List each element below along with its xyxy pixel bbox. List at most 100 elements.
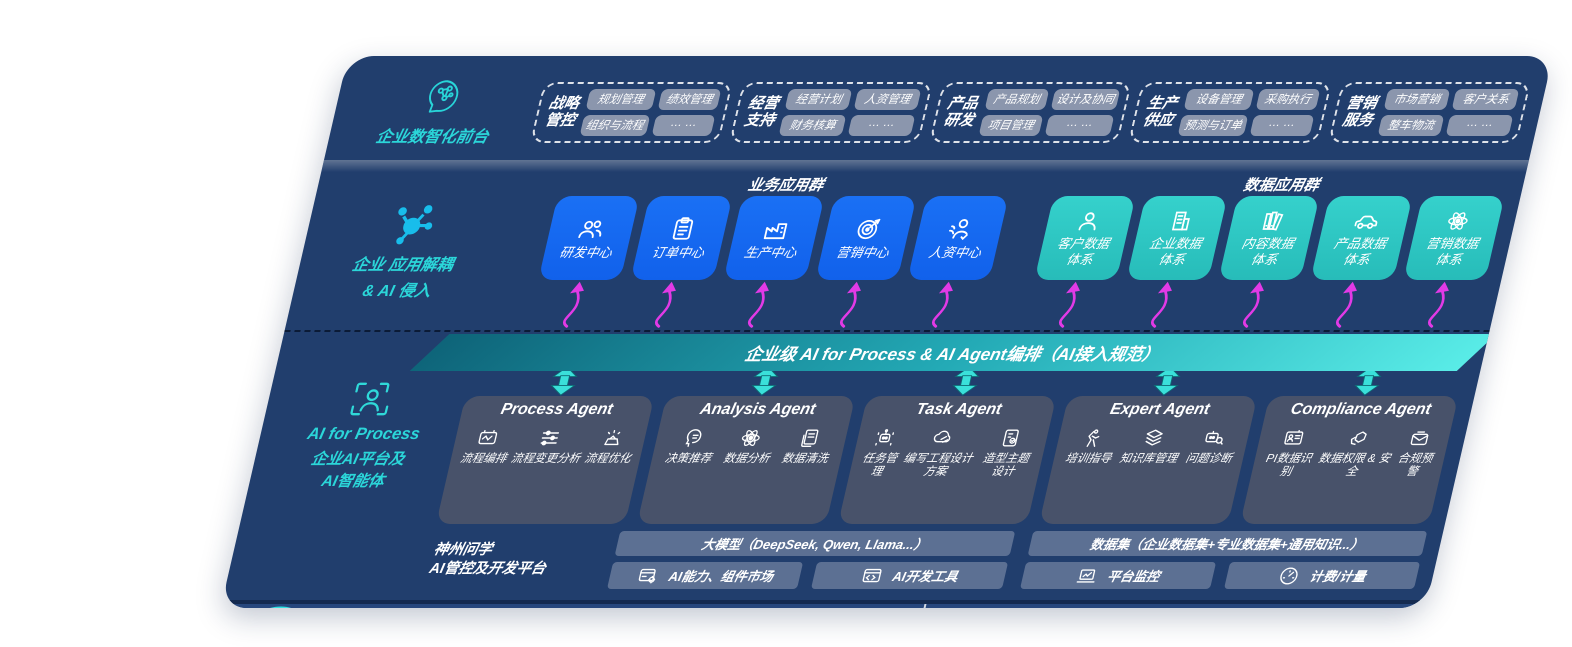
magenta-arrow (561, 280, 588, 328)
building-icon (1171, 211, 1192, 231)
agent-title: Compliance Agent (1288, 401, 1433, 418)
business-box-label: 研发中心 (558, 244, 614, 260)
front-group-production: 生产 供应 设备管理 采购执行 预测与订单 … … (1128, 81, 1332, 143)
ai-layer-side-label: AI for Process 企业AI平台及 AI智能体 (250, 374, 471, 524)
compliance-agent-card: Compliance Agent PI数据识别 数据权限 & 安全 合规预警 (1239, 396, 1459, 524)
target-icon (855, 218, 881, 239)
agent-item-label: 流程编排 (458, 453, 508, 465)
decouple-title-line1: 企业 应用解耦 (350, 257, 455, 274)
agent-item-label: PI数据识别 (1264, 453, 1313, 479)
datacenter-node: 数据中心 (462, 607, 524, 609)
books-icon (1262, 211, 1284, 231)
front-chip: … … (1249, 114, 1315, 136)
magenta-arrow (745, 280, 773, 328)
group-name: 经营 (746, 94, 781, 112)
analysis-agent-card: Analysis Agent 决策推荐 数据分析 数据清洗 (636, 396, 856, 524)
business-box: 订单中心 (630, 196, 733, 280)
person-scan-icon (350, 382, 394, 416)
sliders-icon (540, 430, 560, 446)
data-app-group: 数据应用群 客户数据 体系 企业数据 体系 (1022, 174, 1510, 330)
server-icon (571, 607, 605, 609)
platform-cell-label: 平台监控 (1105, 569, 1162, 584)
cloud-edit-icon (933, 430, 953, 443)
id-card-icon (1283, 429, 1304, 445)
ai-appliance-node: AI一体机 (729, 607, 791, 609)
person-icon (1078, 212, 1099, 231)
data-box: 产品数据 体系 (1310, 196, 1413, 280)
insight-head-icon (684, 429, 703, 447)
atom-icon (1445, 210, 1470, 232)
metering-billing-cell: 计费/计量 (1223, 562, 1421, 589)
magenta-arrow (1148, 280, 1176, 328)
magenta-arrow (653, 280, 680, 328)
decouple-boundary-dashed-line (284, 330, 1490, 332)
banner-text: 企业级 AI for Process & AI Agent编排（AI接入规范） (743, 345, 1162, 364)
group-name: 供应 (1141, 112, 1176, 129)
business-group-title: 业务应用群 (746, 177, 826, 194)
data-group-title: 数据应用群 (1241, 177, 1321, 194)
front-chip: 经营计划 (785, 88, 853, 110)
training-icon (1086, 429, 1102, 447)
front-chip: 设计及协同 (1050, 88, 1121, 110)
app-decouple-layer: 企业 应用解耦 & AI 侵入 业务应用群 研发中心 订单中心 (285, 172, 1526, 330)
ai-appliance-node: AI一体机 (821, 607, 883, 609)
data-box-label: 体系 (1157, 251, 1187, 267)
agent-title: Analysis Agent (698, 401, 818, 418)
doc-clean-icon (800, 429, 819, 447)
platform-label-line1: 神州问学 (432, 542, 494, 559)
data-box-label: 体系 (1249, 251, 1280, 267)
group-name: 研发 (941, 112, 976, 129)
server-icon (837, 607, 871, 609)
agent-item-label: 任务管理 (861, 453, 899, 479)
ai-orchestration-banner: 企业级 AI for Process & AI Agent编排（AI接入规范） (409, 334, 1497, 371)
ai-agent-layer: AI for Process 企业AI平台及 AI智能体 Process Age… (240, 366, 1480, 524)
ai-layer-subtitle-line1: 企业AI平台及 (309, 451, 407, 468)
magenta-arrow (1241, 280, 1268, 328)
agent-title: Expert Agent (1108, 401, 1212, 418)
front-chip: 人资管理 (853, 88, 922, 110)
front-group-product: 产品 研发 产品规划 设计及协同 项目管理 … … (928, 81, 1133, 143)
data-box: 企业数据 体系 (1126, 196, 1228, 280)
front-chip: 预测与订单 (1177, 114, 1249, 136)
front-chip: … … (847, 114, 916, 136)
platform-cell-label: 计费/计量 (1308, 569, 1368, 584)
decouple-title-line2: & AI 侵入 (360, 283, 433, 300)
datacenter-node: 数据中心 (555, 607, 617, 609)
data-box: 客户数据 体系 (1033, 196, 1136, 280)
diagram-body: 企业数智化前台 战略 管控 规划管理 绩效管理 组织与流程 … … 经营 支持 经营… (220, 56, 1553, 609)
model-bar: 大模型（DeepSeek, Qwen, Llama...） (614, 531, 1015, 556)
team-icon (578, 220, 605, 238)
front-chip: 绩效管理 (657, 88, 722, 110)
molecule-icon (390, 205, 437, 245)
database-icon (259, 606, 296, 608)
model-column: 大模型（DeepSeek, Qwen, Llama...） AI能力、组件市场 … (606, 531, 1015, 589)
mail-alert-icon (1410, 431, 1430, 446)
agent-item-label: 数据权限 & 安全 (1317, 453, 1392, 479)
business-box: 研发中心 (538, 196, 640, 280)
data-box-label: 营销数据 (1424, 236, 1481, 252)
group-name: 服务 (1340, 112, 1375, 129)
front-chip: 客户关系 (1451, 88, 1520, 110)
agent-item-label: 合规预警 (1396, 453, 1434, 479)
ai-orchestration-banner-row: 企业级 AI for Process & AI Agent编排（AI接入规范） (275, 330, 1497, 374)
car-icon (1353, 215, 1379, 230)
hr-people-icon (947, 218, 972, 240)
front-chip: 设备管理 (1183, 88, 1255, 110)
agent-item-label: 编写工程设计方案 (902, 453, 974, 479)
laptop-chart-icon (1076, 568, 1098, 583)
front-office-layer: 企业数智化前台 战略 管控 规划管理 绩效管理 组织与流程 … … 经营 支持 经营… (324, 56, 1553, 160)
platform-label-line2: AI管控及开发平台 (427, 561, 548, 577)
gauge-icon (1278, 567, 1300, 584)
front-chip: 产品规划 (984, 88, 1050, 110)
group-name: 管控 (543, 112, 578, 129)
front-chip: … … (1445, 114, 1514, 136)
agent-title: Task Agent (914, 401, 1004, 418)
agent-item-label: 流程优化 (583, 453, 632, 465)
data-box-label: 客户数据 (1055, 236, 1112, 252)
layers-icon (1143, 429, 1164, 446)
server-icon (479, 607, 513, 609)
agent-item-label: 流程变更分析 (509, 453, 582, 465)
front-chip: 市场营销 (1383, 88, 1451, 110)
data-box-label: 体系 (1434, 251, 1464, 267)
